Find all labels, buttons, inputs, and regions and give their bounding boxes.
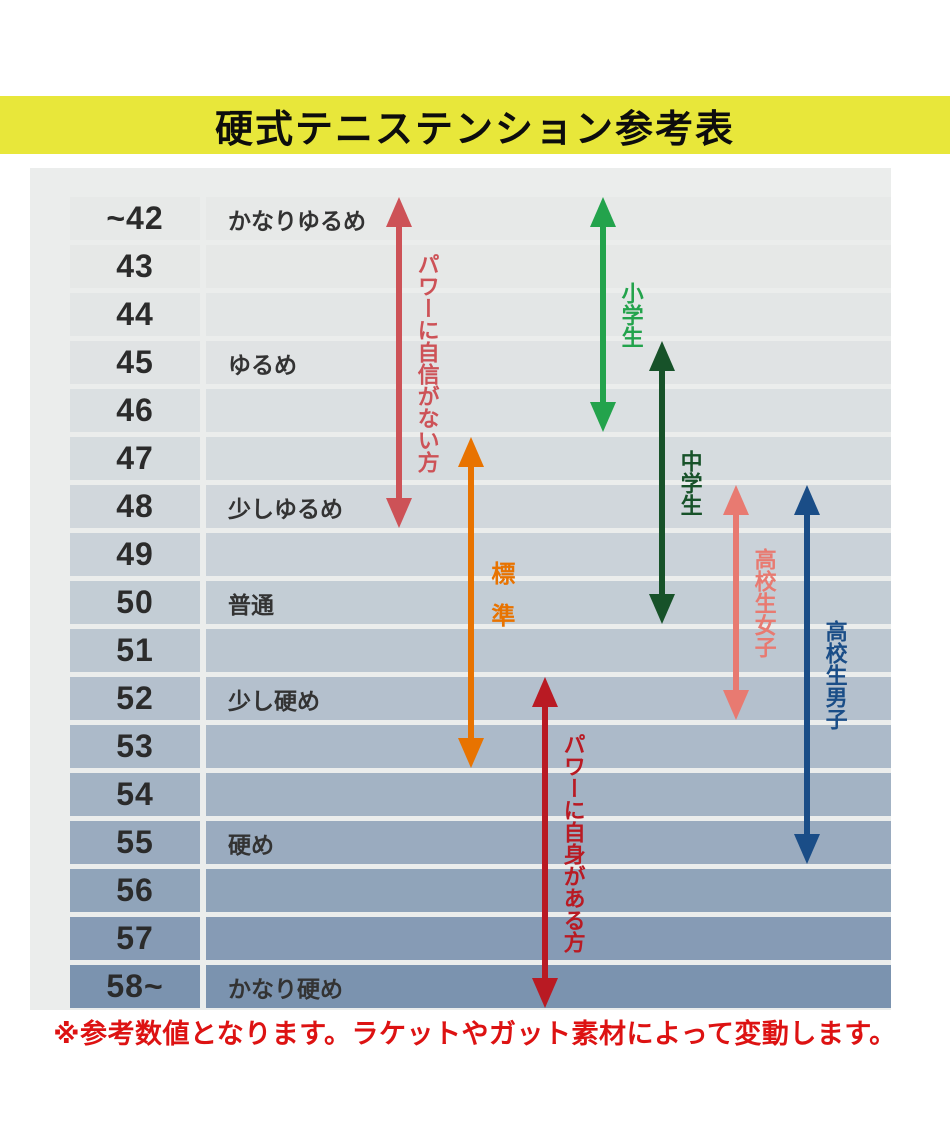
tension-value: 51 — [70, 629, 200, 672]
tension-label — [206, 917, 891, 960]
table-row: 44 — [70, 293, 891, 336]
table-row: 45 ゆるめ — [70, 341, 891, 384]
table-row: 58~ かなり硬め — [70, 965, 891, 1008]
tension-label: 少しゆるめ — [206, 485, 891, 528]
tension-label: かなり硬め — [206, 965, 891, 1008]
tension-value: ~42 — [70, 197, 200, 240]
tension-label — [206, 725, 891, 768]
tension-label — [206, 533, 891, 576]
table-row: 57 — [70, 917, 891, 960]
page-title: 硬式テニステンション参考表 — [214, 108, 735, 151]
tension-value: 48 — [70, 485, 200, 528]
tension-label: 普通 — [206, 581, 891, 624]
tension-value: 46 — [70, 389, 200, 432]
tension-label: ゆるめ — [206, 341, 891, 384]
tension-value: 58~ — [70, 965, 200, 1008]
tension-label — [206, 293, 891, 336]
tension-label — [206, 773, 891, 816]
table-row: 50 普通 — [70, 581, 891, 624]
table-row: 54 — [70, 773, 891, 816]
tension-value: 54 — [70, 773, 200, 816]
table-row: 43 — [70, 245, 891, 288]
table-row: 47 — [70, 437, 891, 480]
tension-value: 57 — [70, 917, 200, 960]
table-row: 51 — [70, 629, 891, 672]
title-banner: 硬式テニステンション参考表 — [0, 96, 950, 154]
tension-value: 53 — [70, 725, 200, 768]
tension-value: 55 — [70, 821, 200, 864]
tension-value: 52 — [70, 677, 200, 720]
tension-label — [206, 869, 891, 912]
tension-label: 硬め — [206, 821, 891, 864]
tension-label — [206, 437, 891, 480]
table-row: 48 少しゆるめ — [70, 485, 891, 528]
table-row: 46 — [70, 389, 891, 432]
table-row: 49 — [70, 533, 891, 576]
tension-value: 50 — [70, 581, 200, 624]
tension-value: 56 — [70, 869, 200, 912]
tension-table: ~42 かなりゆるめ 43 44 45 ゆるめ 46 47 48 少しゆるめ 49 50 普通 51 52 少… — [70, 197, 891, 1013]
table-row: 53 — [70, 725, 891, 768]
reference-note: ※参考数値となります。ラケットやガット素材によって変動します。 — [53, 1019, 897, 1049]
table-row: ~42 かなりゆるめ — [70, 197, 891, 240]
table-row: 55 硬め — [70, 821, 891, 864]
table-row: 56 — [70, 869, 891, 912]
tension-label: かなりゆるめ — [206, 197, 891, 240]
tension-value: 45 — [70, 341, 200, 384]
tension-value: 43 — [70, 245, 200, 288]
table-row: 52 少し硬め — [70, 677, 891, 720]
tension-label: 少し硬め — [206, 677, 891, 720]
tension-label — [206, 245, 891, 288]
tension-value: 44 — [70, 293, 200, 336]
tension-value: 49 — [70, 533, 200, 576]
tension-label — [206, 629, 891, 672]
tension-value: 47 — [70, 437, 200, 480]
tension-label — [206, 389, 891, 432]
